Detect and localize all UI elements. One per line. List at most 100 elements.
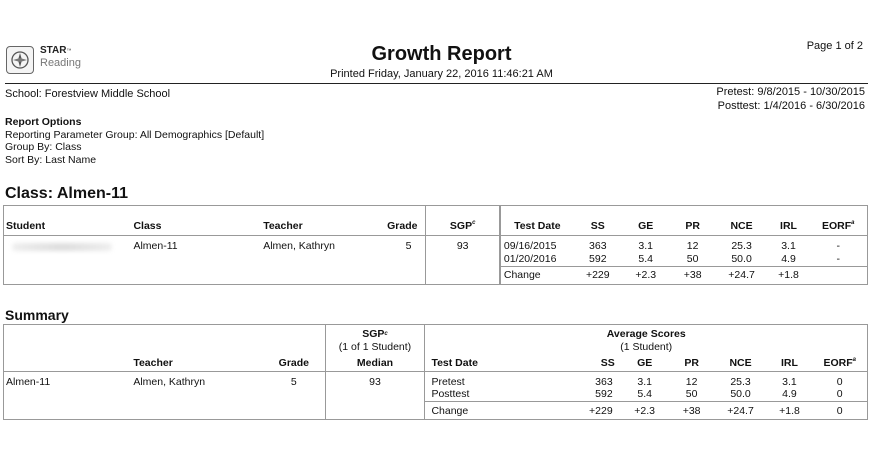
test-2-nce: 50.0	[731, 252, 752, 265]
summary-posttest-label: Posttest	[424, 387, 557, 402]
posttest-ss: 592	[595, 388, 613, 401]
average-student-count: (1 Student)	[620, 341, 673, 353]
table-row: Posttest 592 5.4 50 50.0 4.9 0	[4, 387, 868, 402]
summary-change-label: Change	[424, 401, 557, 420]
summary-table-header: Teacher Grade Median Test Date SS GE PR …	[4, 356, 868, 372]
pretest-irl: 3.1	[766, 370, 813, 388]
summary-col-teacher: Teacher	[133, 356, 173, 369]
report-options: Report Options Reporting Parameter Group…	[5, 116, 264, 166]
header-spacer	[4, 325, 326, 357]
change-ge: +2.3	[621, 265, 670, 284]
class-heading: Class: Almen-11	[5, 185, 129, 202]
col-pr: PR	[685, 220, 700, 232]
test-2-eorf: -	[836, 252, 840, 265]
row-teacher: Almen, Kathryn	[263, 235, 379, 284]
class-table-header: Student Class Teacher Grade SGPc Test Da…	[4, 205, 868, 236]
summary-col-pr: PR	[684, 356, 699, 369]
test-1-ge: 3.1	[621, 235, 670, 252]
test-1-ss: 363	[573, 235, 622, 252]
test-date-2: 01/20/2016	[498, 252, 574, 266]
col-ss: SS	[590, 220, 605, 232]
col-irl: IRL	[780, 220, 797, 232]
row-sgp: 93	[425, 235, 500, 284]
posttest-irl: 4.9	[782, 388, 797, 401]
header-rule	[5, 83, 868, 84]
option-sort-by: Sort By: Last Name	[5, 153, 97, 166]
change-nce: +24.7	[715, 265, 768, 284]
pretest-nce: 25.3	[714, 370, 767, 388]
summary-change-eorf: 0	[812, 401, 868, 420]
summary-row-grade: 5	[263, 370, 326, 420]
change-row: Change +229 +2.3 +38 +24.7 +1.8	[4, 265, 868, 284]
change-row: Change +229 +2.3 +38 +24.7 +1.8 0	[4, 401, 868, 420]
summary-change-pr: +38	[668, 401, 715, 420]
summary-col-grade: Grade	[278, 356, 310, 369]
summary-col-ge: GE	[637, 356, 653, 369]
logo-wordmark: STAR™ Reading	[40, 45, 81, 69]
report-options-heading: Report Options	[5, 116, 82, 128]
change-ss: +229	[573, 265, 622, 284]
summary-col-ss: SS	[600, 356, 615, 369]
school-name: School: Forestview Middle School	[5, 88, 171, 100]
test-2-irl: 4.9	[781, 252, 796, 265]
col-class: Class	[133, 220, 162, 232]
student-name-redacted	[3, 235, 134, 284]
summary-col-test-date: Test Date	[424, 356, 557, 371]
summary-row-class: Almen-11	[3, 370, 134, 420]
change-pr: +38	[669, 265, 716, 284]
test-2-ss: 592	[589, 252, 607, 265]
option-parameter-group: Reporting Parameter Group: All Demograph…	[5, 128, 265, 141]
posttest-window: Posttest: 1/4/2016 - 6/30/2016	[717, 100, 865, 112]
row-grade: 5	[378, 235, 426, 284]
report-title: Growth Report	[371, 43, 512, 65]
printed-timestamp: Printed Friday, January 22, 2016 11:46:2…	[330, 68, 553, 80]
option-group-by: Group By: Class	[5, 141, 82, 153]
summary-col-irl: IRL	[781, 356, 798, 369]
summary-heading: Summary	[5, 307, 69, 323]
col-grade: Grade	[387, 220, 418, 232]
test-2-ge: 5.4	[638, 252, 654, 265]
change-label: Change	[498, 265, 574, 284]
col-ge: GE	[638, 220, 654, 232]
summary-row-teacher: Almen, Kathryn	[133, 370, 264, 420]
summary-col-nce: NCE	[729, 356, 752, 369]
test-1-irl: 3.1	[767, 235, 810, 252]
summary-row-sgp: 93	[324, 370, 425, 420]
pretest-ss: 363	[556, 370, 621, 388]
test-2-pr: 50	[686, 252, 699, 265]
table-row: Almen-11 Almen, Kathryn 5 93 09/16/2015 …	[3, 235, 868, 284]
sgp-student-count: (1 of 1 Student)	[338, 341, 412, 353]
summary-change-irl: +1.8	[766, 401, 813, 420]
test-1-nce: 25.3	[715, 235, 768, 252]
col-teacher: Teacher	[263, 220, 303, 232]
pretest-window: Pretest: 9/8/2015 - 10/30/2015	[716, 86, 865, 98]
summary-table: SGPc (1 of 1 Student) Average Scores (1 …	[3, 324, 868, 420]
summary-change-ss: +229	[556, 401, 621, 420]
summary-pretest-label: Pretest	[424, 370, 557, 388]
posttest-ge: 5.4	[637, 388, 652, 401]
table-row: Almen-11 Almen, Kathryn 5 93 Pretest 363…	[3, 370, 868, 420]
pretest-eorf: 0	[812, 370, 868, 388]
star-logo-icon	[6, 46, 34, 74]
test-1-eorf: -	[809, 235, 868, 252]
table-row: 01/20/2016 592 5.4 50 50.0 4.9 -	[4, 252, 868, 266]
posttest-nce: 50.0	[730, 388, 751, 401]
average-scores-header: Average Scores (1 Student)	[424, 324, 868, 357]
test-1-pr: 12	[669, 235, 716, 252]
class-table: Student Class Teacher Grade SGPc Test Da…	[3, 205, 868, 285]
summary-col-sgp: SGPc (1 of 1 Student)	[324, 324, 425, 357]
posttest-pr: 50	[685, 388, 698, 401]
col-eorf: EORFa	[821, 220, 855, 232]
summary-change-nce: +24.7	[714, 401, 767, 420]
posttest-eorf: 0	[836, 388, 843, 401]
summary-col-median: Median	[324, 356, 425, 371]
summary-col-eorf: EORFa	[823, 356, 856, 369]
col-nce: NCE	[730, 220, 753, 232]
pretest-pr: 12	[668, 370, 715, 388]
col-sgp: SGPc	[425, 205, 500, 236]
header-spacer	[4, 357, 134, 372]
summary-table-header-top: SGPc (1 of 1 Student) Average Scores (1 …	[4, 324, 868, 357]
pretest-ge: 3.1	[620, 370, 669, 388]
col-student: Student	[6, 220, 46, 232]
change-eorf	[809, 265, 868, 284]
